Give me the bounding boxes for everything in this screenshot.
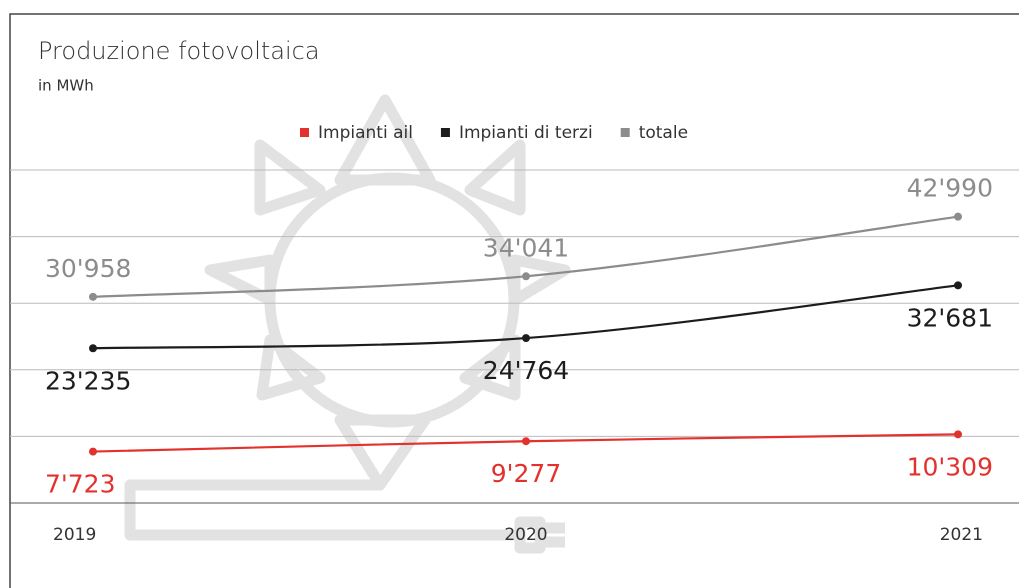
legend-swatch xyxy=(300,128,309,137)
legend-label: Impianti ail xyxy=(318,123,413,143)
frame xyxy=(9,13,1019,588)
data-point xyxy=(522,272,530,281)
chart-subtitle: in MWh xyxy=(38,77,94,95)
legend-label: totale xyxy=(639,123,688,143)
x-tick-label: 2020 xyxy=(504,525,547,545)
x-tick-label: 2019 xyxy=(53,525,96,545)
chart-title: Produzione fotovoltaica xyxy=(38,37,320,65)
data-point xyxy=(954,212,962,221)
legend-swatch xyxy=(620,128,630,137)
sun-watermark xyxy=(124,94,571,554)
data-point xyxy=(522,334,530,343)
x-tick-label: 2021 xyxy=(940,525,983,545)
data-label: 10'309 xyxy=(907,452,993,481)
data-label: 30'958 xyxy=(45,254,131,283)
data-point xyxy=(522,437,530,446)
legend-swatch xyxy=(440,128,450,137)
data-label: 42'990 xyxy=(907,174,993,203)
data-label: 32'681 xyxy=(907,303,993,332)
data-label: 9'277 xyxy=(491,459,562,488)
data-label: 7'723 xyxy=(45,470,116,499)
data-label: 23'235 xyxy=(45,366,131,395)
legend: Impianti ail Impianti di terzi totale xyxy=(300,123,688,143)
data-point xyxy=(89,292,97,301)
data-point xyxy=(954,430,962,439)
legend-label: Impianti di terzi xyxy=(459,123,593,143)
data-label: 34'041 xyxy=(483,233,569,262)
data-point xyxy=(89,344,97,353)
data-point xyxy=(954,281,962,290)
data-point xyxy=(89,447,97,456)
data-label: 24'764 xyxy=(483,356,569,385)
